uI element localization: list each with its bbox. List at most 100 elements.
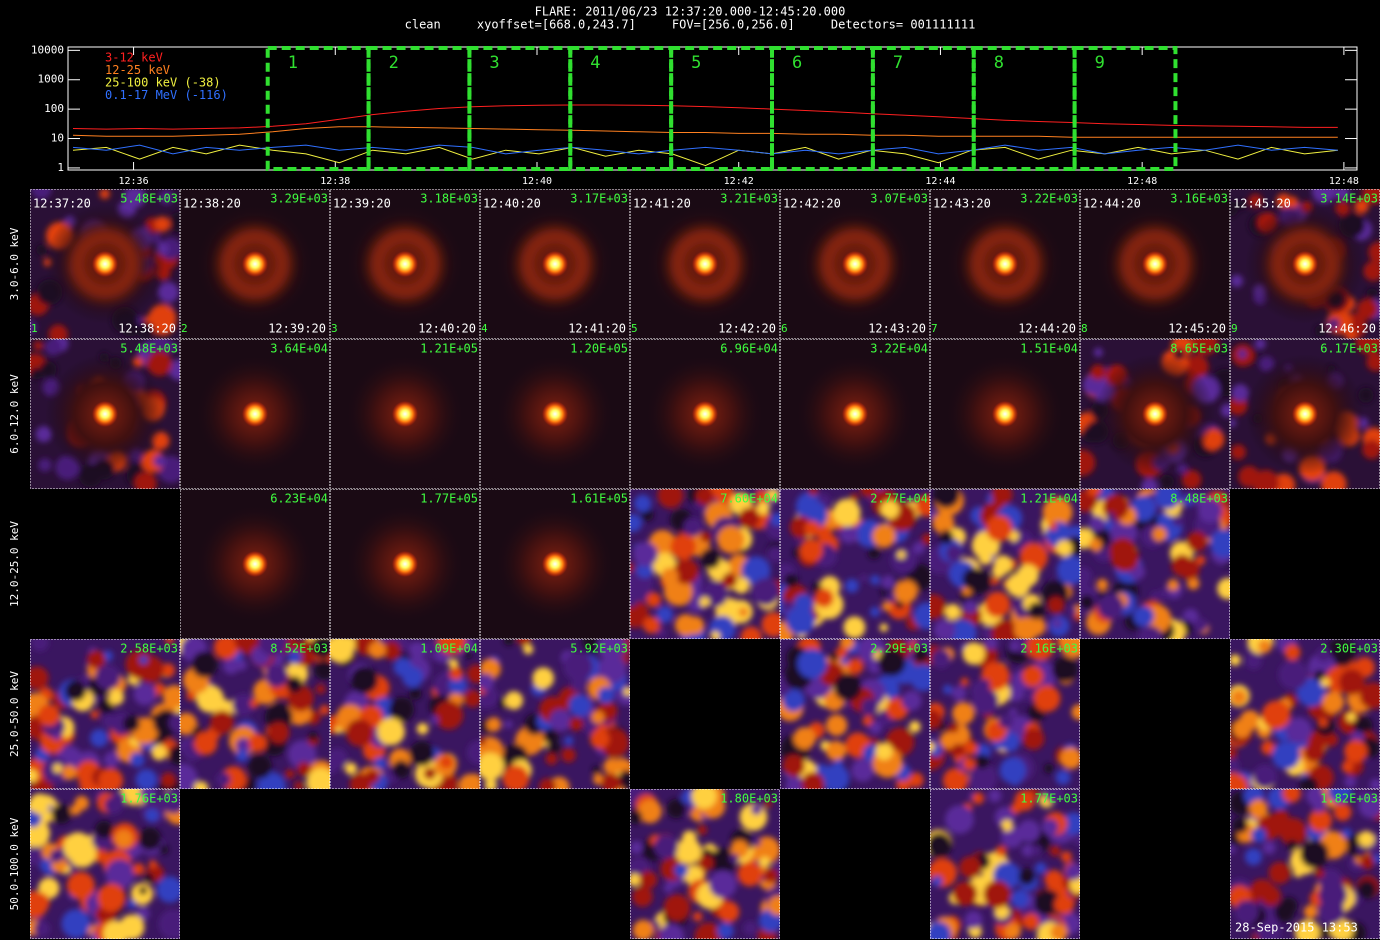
image-blob xyxy=(851,758,875,782)
image-blob xyxy=(630,840,643,854)
image-blob xyxy=(825,740,847,761)
image-blob xyxy=(816,525,833,542)
image-blob xyxy=(86,650,106,669)
image-blob xyxy=(1320,471,1347,489)
image-blob xyxy=(232,693,255,717)
image-blob xyxy=(692,911,703,922)
image-blob xyxy=(870,575,880,585)
image-blob xyxy=(287,740,317,769)
image-blob xyxy=(890,546,918,574)
image-blob xyxy=(1031,844,1043,856)
image-blob xyxy=(1357,304,1373,320)
image-source xyxy=(1142,251,1168,277)
image-blob xyxy=(139,655,149,665)
image-blob xyxy=(1167,579,1179,591)
image-blob xyxy=(30,793,50,814)
image-blob xyxy=(1026,639,1055,661)
image-blob xyxy=(912,647,929,663)
image-blob xyxy=(878,648,906,677)
image-blob xyxy=(975,754,990,769)
image-blob xyxy=(984,639,998,650)
image-blob xyxy=(145,808,160,823)
image-blob xyxy=(1051,618,1062,629)
image-blob xyxy=(122,715,140,733)
interval-box xyxy=(1072,46,1178,171)
image-blob xyxy=(654,834,678,859)
image-blob xyxy=(430,715,439,725)
image-blob xyxy=(153,682,166,695)
image-blob xyxy=(158,281,179,303)
image-cell xyxy=(780,489,930,639)
image-blob xyxy=(1355,339,1380,355)
image-blob xyxy=(782,689,805,712)
image-blob xyxy=(998,714,1013,729)
image-blob xyxy=(930,709,942,730)
image-cell xyxy=(1230,639,1380,789)
peak-label: 1.61E+05 xyxy=(570,492,628,506)
image-blob xyxy=(393,657,413,677)
image-blob xyxy=(169,211,180,233)
image-blob xyxy=(1052,656,1079,683)
image-blob xyxy=(992,563,1007,578)
image-blob xyxy=(34,920,51,937)
image-blob xyxy=(1089,538,1102,552)
image-cell xyxy=(480,489,630,639)
image-blob xyxy=(656,605,674,623)
image-blob xyxy=(1080,566,1093,586)
image-cell xyxy=(180,189,330,339)
image-blob xyxy=(1284,644,1301,661)
image-source xyxy=(92,401,118,427)
image-blob xyxy=(138,886,148,895)
image-blob xyxy=(1187,492,1196,502)
image-blob xyxy=(1133,605,1154,627)
image-blob xyxy=(1187,577,1200,590)
image-blob xyxy=(1022,727,1045,750)
image-source xyxy=(392,401,418,427)
image-blob xyxy=(617,770,630,789)
interval-index: 7 xyxy=(931,322,938,335)
image-blob xyxy=(881,575,896,590)
image-cell xyxy=(930,639,1080,789)
image-blob xyxy=(1007,771,1022,786)
image-texture xyxy=(1080,489,1230,639)
image-blob xyxy=(1232,817,1248,834)
image-blob xyxy=(1017,819,1041,843)
image-blob xyxy=(95,664,121,690)
legend-entry: 0.1-17 MeV (-116) xyxy=(105,88,228,102)
image-blob xyxy=(1312,800,1325,813)
image-blob xyxy=(1152,526,1167,542)
image-blob xyxy=(799,538,823,563)
image-blob xyxy=(1110,543,1139,572)
peak-label: 1.21E+04 xyxy=(1020,492,1078,506)
image-blob xyxy=(1335,189,1350,200)
image-blob xyxy=(1197,498,1223,523)
image-blob xyxy=(1285,717,1312,744)
image-blob xyxy=(480,737,486,746)
image-blob xyxy=(921,533,930,546)
image-blob xyxy=(564,736,574,746)
image-source xyxy=(1292,401,1318,427)
image-blob xyxy=(912,541,925,555)
image-blob xyxy=(968,763,998,789)
end-time: 12:46:20 xyxy=(1318,322,1376,336)
image-blob xyxy=(1318,880,1348,910)
image-blob xyxy=(859,574,868,583)
image-blob xyxy=(869,721,882,735)
peak-label: 1.77E+03 xyxy=(1020,792,1078,806)
image-blob xyxy=(235,749,249,763)
image-blob xyxy=(1237,200,1247,211)
image-blob xyxy=(825,714,848,737)
image-blob xyxy=(1314,324,1327,337)
image-blob xyxy=(139,789,157,801)
image-blob xyxy=(1369,778,1380,789)
image-blob xyxy=(448,658,459,669)
image-blob xyxy=(1067,606,1077,616)
image-blob xyxy=(153,454,166,468)
image-blob xyxy=(1186,531,1207,552)
image-blob xyxy=(880,500,900,519)
cell-border xyxy=(330,339,480,489)
image-blob xyxy=(658,923,684,939)
image-blob xyxy=(1022,913,1040,931)
image-blob xyxy=(909,720,921,733)
